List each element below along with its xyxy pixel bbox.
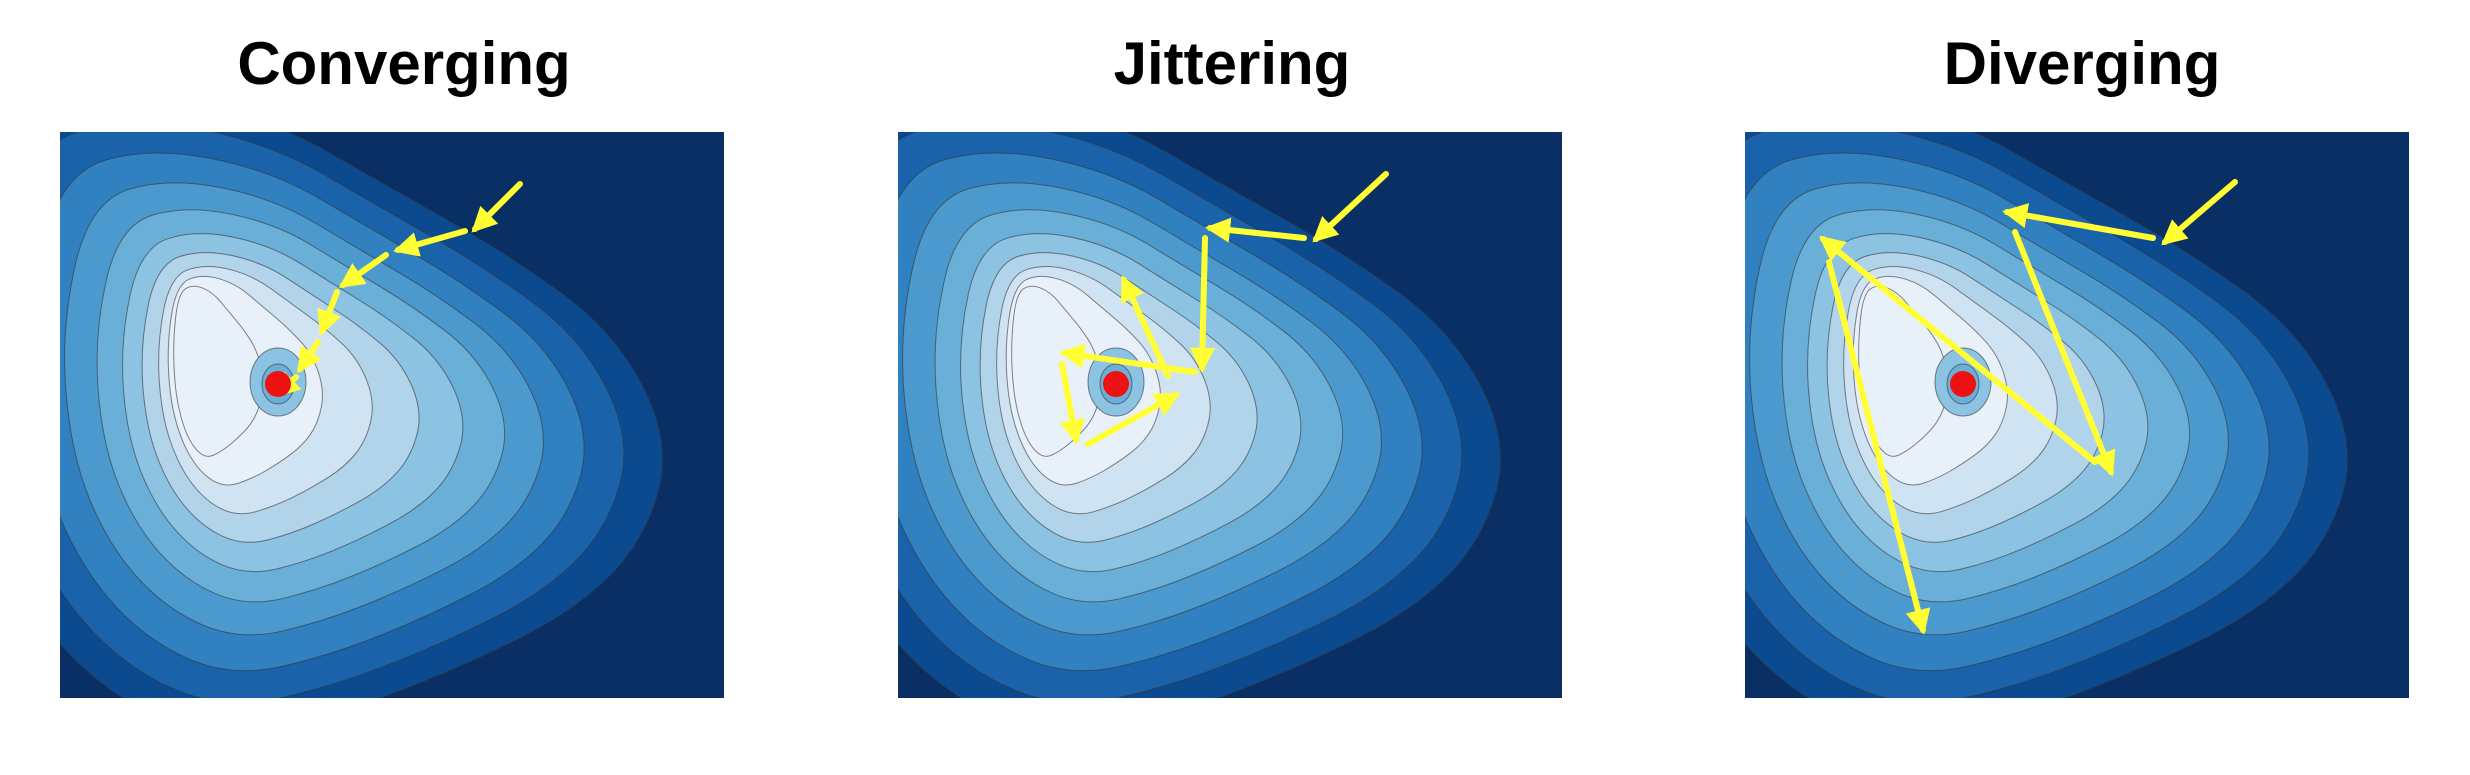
contour-plot-converging (60, 132, 724, 698)
step-arrow-5 (1059, 361, 1085, 445)
title-converging: Converging (237, 30, 571, 97)
step-arrow-3 (2012, 229, 2116, 477)
step-arrow-1 (2161, 179, 2238, 246)
step-arrow-2 (2002, 203, 2156, 241)
panel-jittering (898, 132, 1562, 698)
step-arrow-5 (297, 339, 322, 374)
minimum-marker (1950, 371, 1976, 397)
panel-diverging (1745, 132, 2409, 698)
step-arrow-4 (1059, 343, 1198, 375)
step-arrow-2 (1204, 217, 1307, 243)
step-arrow-7 (1120, 275, 1171, 379)
minimum-marker (1103, 371, 1129, 397)
step-arrow-6 (1085, 392, 1181, 447)
step-arrow-3 (338, 252, 389, 288)
title-diverging: Diverging (1943, 30, 2221, 97)
step-arrow-4 (1819, 235, 2098, 465)
step-arrow-3 (1189, 235, 1216, 374)
panel-converging (60, 132, 724, 698)
contour-plot-jittering (898, 132, 1562, 698)
contour-level-10 (1011, 285, 1102, 457)
contour-level-10 (173, 285, 264, 457)
step-arrow-5 (1826, 259, 1931, 635)
step-arrow-1 (1312, 171, 1389, 243)
step-arrow-2 (393, 228, 468, 257)
step-arrow-4 (317, 289, 341, 336)
step-arrow-1 (471, 181, 523, 233)
contour-plot-diverging (1745, 132, 2409, 698)
title-jittering: Jittering (1113, 30, 1351, 97)
minimum-marker (265, 371, 291, 397)
